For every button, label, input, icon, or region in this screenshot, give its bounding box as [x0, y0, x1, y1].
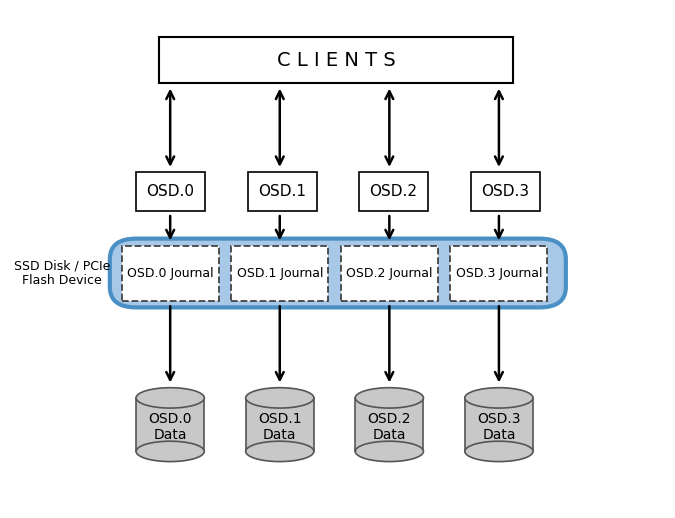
FancyBboxPatch shape: [110, 239, 566, 307]
Text: SSD Disk / PCIe
Flash Device: SSD Disk / PCIe Flash Device: [14, 260, 110, 287]
Text: OSD.2 Journal: OSD.2 Journal: [346, 267, 433, 280]
Text: OSD.3
Data: OSD.3 Data: [477, 412, 520, 442]
Ellipse shape: [246, 441, 314, 462]
FancyBboxPatch shape: [136, 398, 205, 451]
Ellipse shape: [465, 441, 533, 462]
FancyBboxPatch shape: [341, 246, 438, 301]
Text: OSD.0: OSD.0: [146, 184, 194, 199]
Text: OSD.3: OSD.3: [481, 184, 529, 199]
Text: OSD.2: OSD.2: [370, 184, 418, 199]
FancyBboxPatch shape: [122, 246, 219, 301]
Text: OSD.0 Journal: OSD.0 Journal: [127, 267, 213, 280]
FancyBboxPatch shape: [159, 37, 514, 83]
FancyBboxPatch shape: [450, 246, 547, 301]
FancyBboxPatch shape: [246, 398, 314, 451]
FancyBboxPatch shape: [232, 246, 328, 301]
Text: C L I E N T S: C L I E N T S: [277, 51, 396, 70]
FancyBboxPatch shape: [359, 172, 428, 211]
Ellipse shape: [355, 387, 423, 408]
Ellipse shape: [136, 441, 205, 462]
FancyBboxPatch shape: [470, 172, 539, 211]
Text: OSD.1 Journal: OSD.1 Journal: [236, 267, 323, 280]
FancyBboxPatch shape: [355, 398, 423, 451]
Text: OSD.2
Data: OSD.2 Data: [368, 412, 411, 442]
Ellipse shape: [136, 387, 205, 408]
Text: OSD.1
Data: OSD.1 Data: [258, 412, 302, 442]
Ellipse shape: [246, 387, 314, 408]
Text: OSD.0
Data: OSD.0 Data: [148, 412, 192, 442]
Text: OSD.1: OSD.1: [258, 184, 306, 199]
Ellipse shape: [355, 441, 423, 462]
FancyBboxPatch shape: [248, 172, 317, 211]
FancyBboxPatch shape: [136, 172, 205, 211]
Text: OSD.3 Journal: OSD.3 Journal: [456, 267, 542, 280]
FancyBboxPatch shape: [465, 398, 533, 451]
Ellipse shape: [465, 387, 533, 408]
